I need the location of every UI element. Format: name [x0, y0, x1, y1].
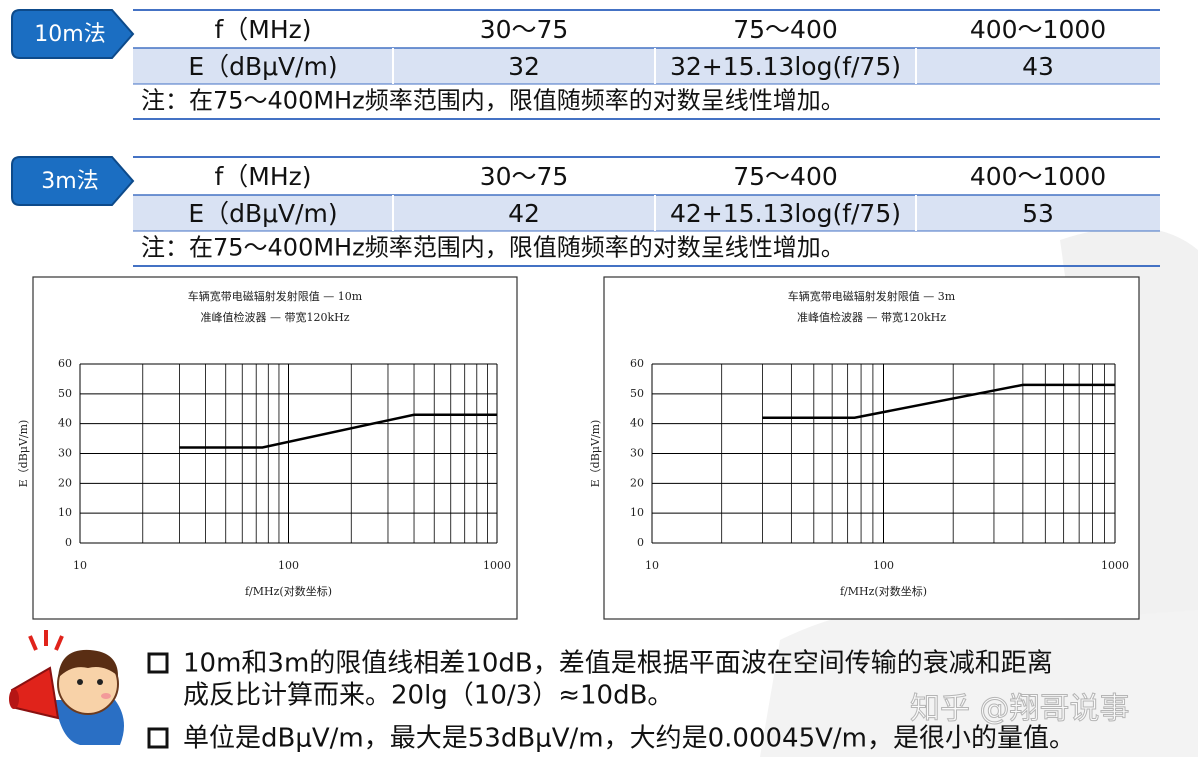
table-cell: 75～400	[733, 162, 838, 191]
table-cell: 32	[508, 52, 540, 81]
x-axis-label: f/MHz(对数坐标)	[840, 584, 927, 598]
chart-title: 准峰值检波器 — 带宽120kHz	[797, 310, 946, 324]
chart-title: 车辆宽带电磁辐射发射限值 — 3m	[788, 289, 956, 303]
x-axis-label: f/MHz(对数坐标)	[245, 584, 332, 598]
table-cell: 30～75	[480, 15, 569, 44]
bullet-text: 10m和3m的限值线相差10dB，差值是根据平面波在空间传输的衰减和距离	[183, 649, 1053, 679]
table-cell: 32+15.13log(f/75)	[670, 52, 901, 81]
y-tick-label: 60	[630, 357, 644, 370]
cartoon-icon	[9, 630, 124, 745]
x-tick-label: 100	[873, 559, 894, 572]
y-tick-label: 50	[58, 387, 72, 400]
section-badge	[11, 9, 135, 59]
x-tick-label: 1000	[1101, 559, 1129, 572]
table-cell: 400～1000	[970, 162, 1106, 191]
table-cell: f（MHz)	[214, 162, 311, 191]
table-cell: f（MHz)	[214, 15, 311, 44]
x-tick-label: 100	[278, 559, 299, 572]
background-decoration	[760, 604, 1198, 757]
y-tick-label: 10	[58, 506, 72, 519]
chart-title: 车辆宽带电磁辐射发射限值 — 10m	[188, 289, 363, 303]
y-tick-label: 10	[630, 506, 644, 519]
x-tick-label: 10	[73, 559, 87, 572]
x-tick-label: 1000	[483, 559, 511, 572]
section-badge	[11, 156, 135, 206]
y-tick-label: 40	[630, 417, 644, 430]
table-note: 注：在75～400MHz频率范围内，限值随频率的对数呈线性增加。	[141, 87, 845, 115]
y-tick-label: 20	[58, 476, 72, 489]
table-cell: 30～75	[480, 162, 569, 191]
table-cell: 42+15.13log(f/75)	[670, 199, 901, 228]
x-tick-label: 10	[645, 559, 659, 572]
y-tick-label: 20	[630, 476, 644, 489]
chart-frame	[32, 276, 518, 620]
chart-frame	[603, 276, 1140, 620]
data-line	[179, 413, 497, 449]
table-cell: E（dBμV/m)	[188, 199, 337, 228]
bullet-text: 成反比计算而来。20lg（10/3）≈10dB。	[183, 681, 673, 711]
y-tick-label: 0	[65, 536, 72, 549]
table-cell: E（dBμV/m)	[188, 52, 337, 81]
section-badge-label: 3m法	[41, 169, 98, 194]
bullet-box	[147, 652, 169, 674]
y-axis-label: E（dBμV/m)	[589, 420, 602, 488]
chart-title: 准峰值检波器 — 带宽120kHz	[200, 310, 349, 324]
y-tick-label: 50	[630, 387, 644, 400]
y-tick-label: 40	[58, 417, 72, 430]
y-tick-label: 30	[630, 447, 644, 460]
watermark: 知乎 @翔哥说事	[910, 692, 1130, 727]
table-note: 注：在75～400MHz频率范围内，限值随频率的对数呈线性增加。	[141, 234, 845, 262]
table-row-bg	[133, 48, 1160, 84]
table-row-bg	[133, 195, 1160, 231]
data-line	[762, 383, 1115, 419]
bullet-text: 单位是dBμV/m，最大是53dBμV/m，大约是0.00045V/m，是很小的…	[183, 724, 1075, 754]
y-tick-label: 60	[58, 357, 72, 370]
y-axis-label: E（dBμV/m)	[17, 420, 30, 488]
table-cell: 53	[1022, 199, 1054, 228]
bullet-box	[147, 727, 169, 749]
section-badge-label: 10m法	[34, 22, 105, 47]
table-cell: 75～400	[733, 15, 838, 44]
y-tick-label: 0	[637, 536, 644, 549]
table-cell: 43	[1022, 52, 1054, 81]
y-tick-label: 30	[58, 447, 72, 460]
table-cell: 400～1000	[970, 15, 1106, 44]
table-cell: 42	[508, 199, 540, 228]
